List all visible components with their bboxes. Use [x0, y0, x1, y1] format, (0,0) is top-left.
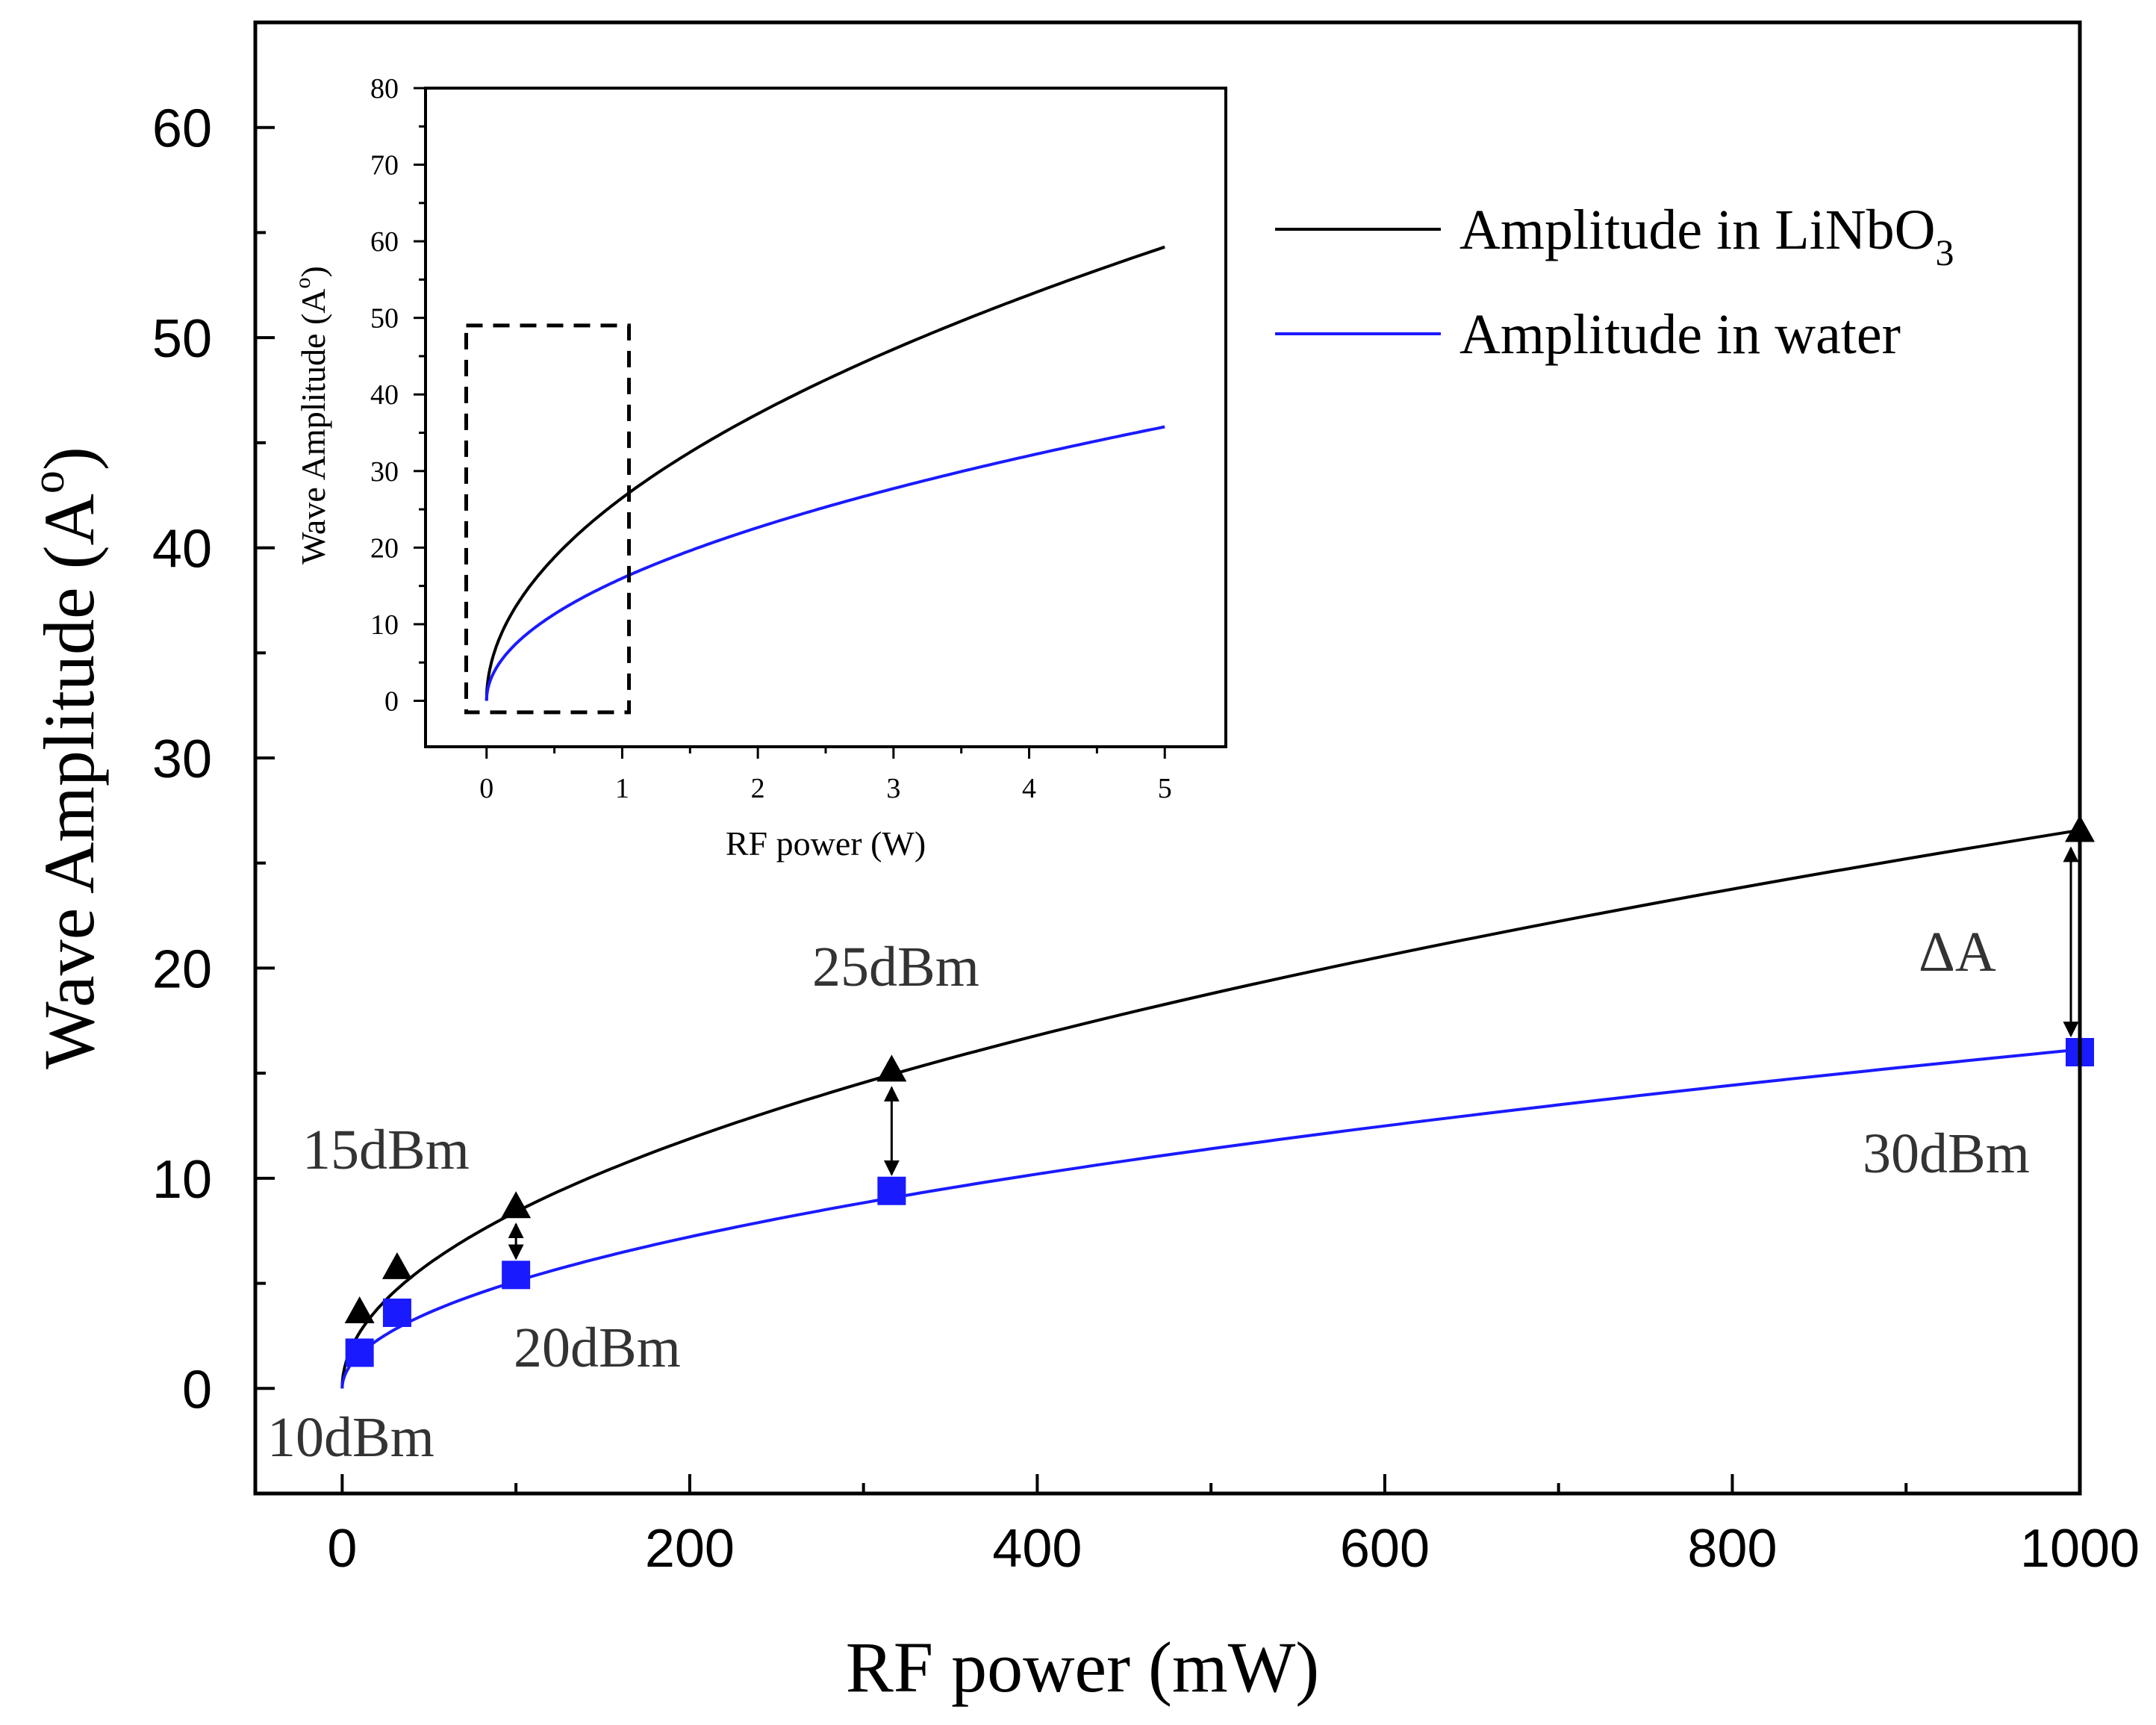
- main-y-tick-label: 10: [152, 1150, 212, 1210]
- annotation-25dbm: 25dBm: [812, 936, 979, 998]
- annotation-15dbm: 15dBm: [302, 1119, 470, 1181]
- inset-x-tick-label: 4: [1022, 773, 1036, 804]
- inset-x-tick-label: 1: [615, 773, 629, 804]
- inset-x-tick-label: 0: [479, 773, 493, 804]
- main-y-tick-label: 20: [152, 939, 212, 999]
- main-y-tick-label: 40: [152, 520, 212, 579]
- main-y-tick-label: 50: [152, 309, 212, 369]
- inset-y-tick-label: 0: [384, 686, 399, 717]
- marker-linbo3: [501, 1191, 532, 1219]
- marker-linbo3: [876, 1054, 907, 1082]
- main-y-tick-label: 60: [152, 99, 212, 159]
- inset-x-ticks: 0 1 2 3 4 5: [479, 747, 1172, 804]
- inset-curve-linbo3: [485, 245, 1165, 701]
- inset-x-tick-label: 5: [1158, 773, 1172, 804]
- curve-water: [340, 1048, 2081, 1389]
- inset-y-tick-label: 60: [370, 226, 399, 258]
- main-y-axis-title: Wave Amplitude (Ao): [23, 447, 109, 1069]
- inset-y-axis-title: Wave Amplitude (Ao): [290, 266, 332, 565]
- marker-linbo3: [344, 1296, 375, 1323]
- legend-label-linbo3: Amplitude in LiNbO3: [1459, 199, 1954, 273]
- inset-curves: [485, 245, 1165, 701]
- main-x-ticks: 0 200 400 600 800 1000: [327, 1474, 2140, 1579]
- inset-y-tick-label: 40: [370, 379, 399, 411]
- main-x-axis-title: RF power (mW): [846, 1627, 1320, 1707]
- marker-water: [502, 1261, 531, 1290]
- inset-curve-water: [485, 425, 1165, 701]
- inset-y-tick-label: 50: [370, 303, 399, 335]
- main-x-tick-label: 800: [1687, 1519, 1777, 1579]
- main-x-tick-label: 200: [645, 1519, 735, 1579]
- curve-linbo3: [340, 828, 2081, 1389]
- marker-water: [345, 1338, 374, 1367]
- inset-plot: 0 1 2 3 4 5 0 10 20 30 40 50 60 70 80 RF power (W) Wa…: [290, 73, 1227, 862]
- main-x-tick-label: 400: [992, 1519, 1082, 1579]
- marker-water: [877, 1176, 906, 1205]
- main-x-tick-label: 1000: [2020, 1519, 2140, 1579]
- inset-y-ticks: 0 10 20 30 40 50 60 70 80: [370, 73, 426, 717]
- inset-y-tick-label: 80: [370, 73, 399, 105]
- inset-x-tick-label: 3: [886, 773, 900, 804]
- inset-zoom-box: [464, 323, 632, 715]
- legend: Amplitude in LiNbO3 Amplitude in water: [1275, 199, 1954, 366]
- inset-plot-frame: [424, 87, 1227, 748]
- inset-y-tick-label: 20: [370, 532, 399, 564]
- annotation-delta-a: ΔA: [1919, 921, 1996, 983]
- main-y-tick-label: 30: [152, 730, 212, 789]
- inset-x-tick-label: 2: [751, 773, 765, 804]
- main-x-tick-label: 600: [1340, 1519, 1430, 1579]
- main-x-tick-label: 0: [327, 1519, 357, 1579]
- delta-arrows: [508, 846, 2079, 1261]
- main-markers: [344, 815, 2095, 1367]
- annotation-20dbm: 20dBm: [514, 1317, 681, 1379]
- marker-linbo3: [381, 1252, 412, 1279]
- inset-y-tick-label: 70: [370, 150, 399, 181]
- inset-x-axis-title: RF power (W): [726, 824, 926, 862]
- main-y-tick-label: 0: [182, 1360, 212, 1420]
- annotation-10dbm: 10dBm: [267, 1406, 434, 1469]
- main-y-ticks: 0 10 20 30 40 50 60: [152, 99, 275, 1420]
- marker-water: [382, 1298, 411, 1327]
- legend-label-water: Amplitude in water: [1459, 303, 1901, 366]
- annotation-30dbm: 30dBm: [1863, 1122, 2030, 1185]
- inset-y-tick-label: 10: [370, 609, 399, 641]
- main-curves: [340, 828, 2081, 1389]
- inset-y-tick-label: 30: [370, 456, 399, 488]
